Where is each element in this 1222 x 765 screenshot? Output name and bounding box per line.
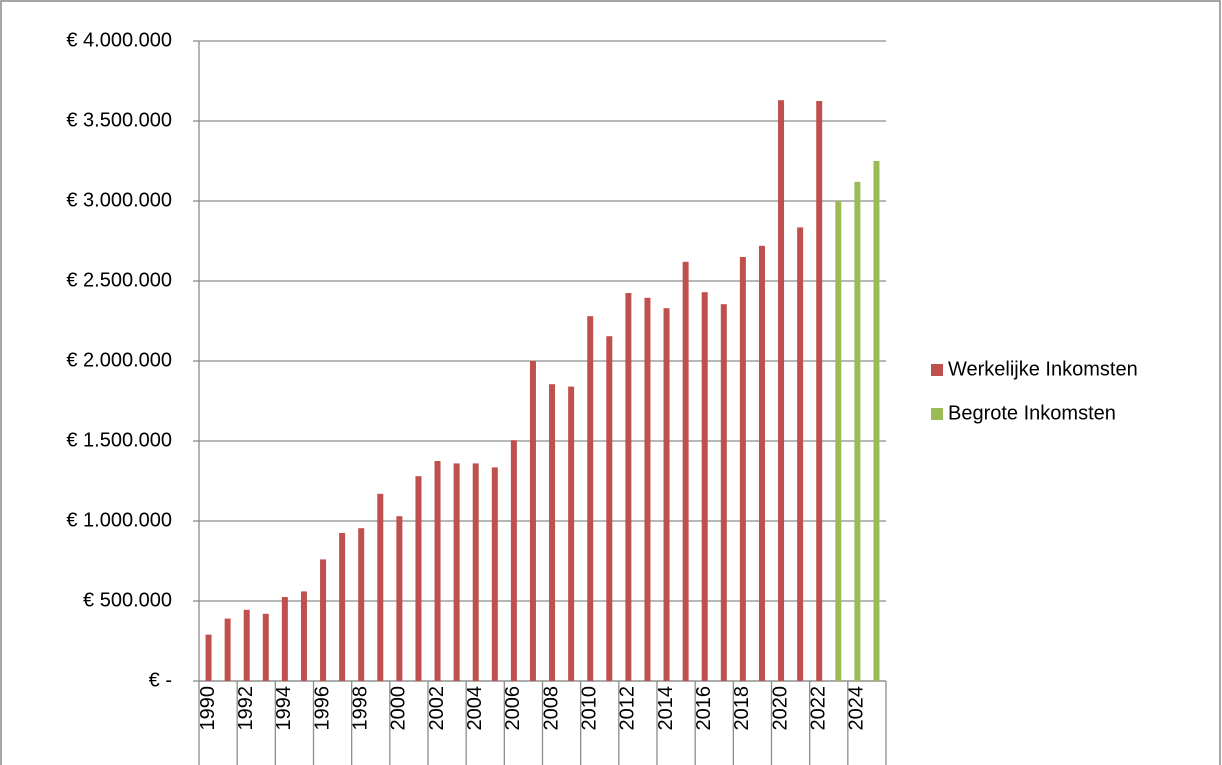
bar (606, 336, 613, 681)
x-tick-label: 2020 (769, 686, 791, 731)
y-tick-label: € 2.500.000 (66, 269, 172, 291)
bar (625, 293, 632, 681)
y-tick-label: € 4.000.000 (66, 29, 172, 51)
y-tick-label: € 3.500.000 (66, 109, 172, 131)
legend-label: Begrote Inkomsten (948, 402, 1116, 424)
bar (262, 613, 269, 681)
x-tick-label: 2008 (540, 686, 562, 731)
x-tick-label: 1996 (311, 686, 333, 731)
bar (472, 463, 479, 681)
bar (835, 201, 842, 681)
bar (396, 516, 403, 681)
x-tick-label: 2006 (502, 686, 524, 731)
y-tick-label: € 2.000.000 (66, 349, 172, 371)
bar (453, 463, 460, 681)
y-tick-label: € 3.000.000 (66, 189, 172, 211)
bar (243, 609, 250, 681)
bar (510, 440, 517, 681)
x-tick-label: 2000 (388, 686, 410, 731)
legend-swatch (931, 364, 943, 376)
bar (778, 100, 785, 681)
bar (587, 316, 594, 681)
bar (758, 245, 765, 682)
legend-swatch (931, 408, 943, 420)
bar (529, 361, 536, 681)
bar (205, 634, 212, 681)
bar (549, 384, 556, 681)
x-tick-label: 2022 (807, 686, 829, 731)
bar (434, 461, 441, 681)
x-tick-label: 2004 (464, 686, 486, 731)
bar (854, 181, 861, 682)
bar (320, 559, 327, 681)
bar (491, 467, 498, 681)
bar (797, 227, 804, 681)
y-tick-label: € 1.000.000 (66, 509, 172, 531)
x-tick-label: 2010 (578, 686, 600, 731)
x-tick-label: 1994 (273, 686, 295, 731)
x-tick-label: 1990 (197, 686, 219, 731)
bar (358, 528, 365, 681)
bar (415, 476, 422, 681)
x-tick-label: 1992 (235, 686, 257, 731)
x-tick-label: 2024 (846, 686, 868, 731)
bar (720, 304, 727, 681)
x-tick-label: 2014 (655, 686, 677, 731)
y-tick-label: € - (149, 669, 172, 691)
bar (663, 308, 670, 681)
y-tick-label: € 500.000 (83, 589, 172, 611)
bar (644, 297, 651, 681)
bar (682, 261, 689, 681)
bar (339, 533, 346, 681)
x-tick-label: 2016 (693, 686, 715, 731)
bar (739, 257, 746, 681)
legend-label: Werkelijke Inkomsten (948, 358, 1138, 380)
bar (281, 597, 288, 681)
x-tick-label: 2018 (731, 686, 753, 731)
bar (701, 292, 708, 681)
x-tick-label: 2012 (617, 686, 639, 731)
bar (816, 101, 823, 681)
bar (873, 161, 880, 681)
bar (568, 386, 575, 681)
x-tick-label: 2002 (426, 686, 448, 731)
bar (300, 591, 307, 681)
bar (377, 493, 384, 681)
y-tick-label: € 1.500.000 (66, 429, 172, 451)
x-tick-label: 1998 (349, 686, 371, 731)
bar (224, 618, 231, 681)
